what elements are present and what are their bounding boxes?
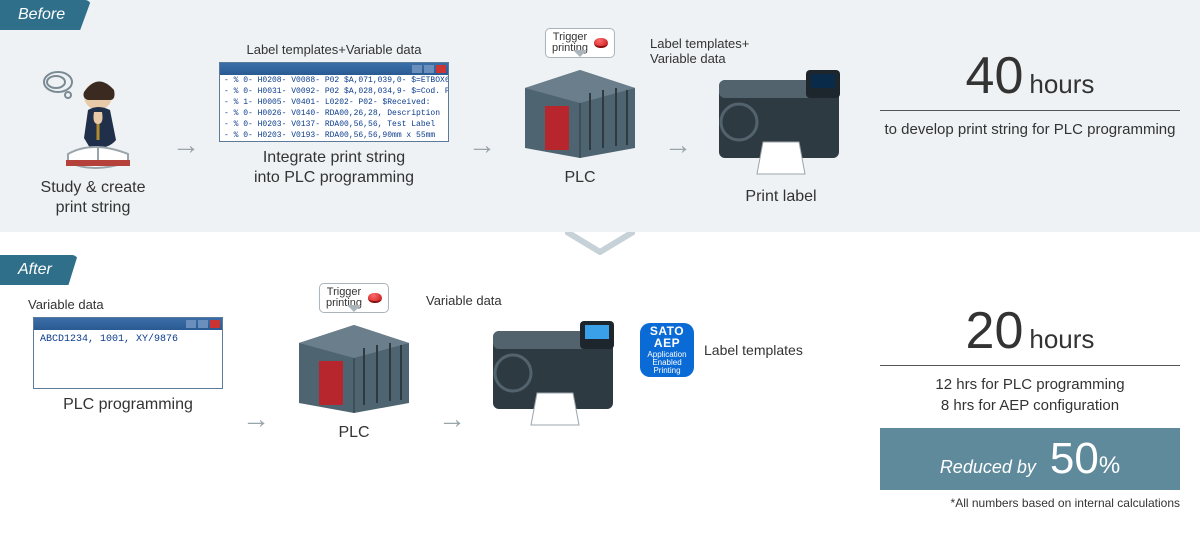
trigger-tag: Trigger printing — [319, 283, 389, 313]
plc-output-label: Label templates+ Variable data — [650, 36, 770, 66]
after-detail-1: 12 hrs for PLC programming — [880, 374, 1180, 395]
plc-caption: PLC — [338, 423, 369, 443]
red-button-icon — [594, 38, 608, 48]
step-plc-after: Trigger printing PLC — [284, 297, 424, 443]
before-summary: 40hours to develop print string for PLC … — [880, 42, 1180, 140]
before-flow: Study & create print string → Label temp… — [28, 42, 1180, 218]
window-titlebar — [34, 318, 222, 330]
footnote: *All numbers based on internal calculati… — [880, 496, 1180, 510]
before-tab: Before — [0, 0, 91, 30]
code-line: - % 0- H0208- V0088- P02 $A,071,039,0- $… — [220, 75, 448, 86]
arrow-icon: → — [168, 129, 204, 161]
arrow-icon: → — [464, 129, 500, 161]
step-printer-caption: Print label — [745, 187, 816, 207]
trigger-label: Trigger printing — [552, 32, 588, 54]
aep-block: SATO AEP Application Enabled Printing La… — [640, 323, 803, 377]
label-templates-text: Label templates — [704, 342, 803, 358]
thinker-illustration — [38, 62, 148, 172]
step-printer: Print label — [706, 42, 856, 207]
reduced-badge: Reduced by 50% — [880, 428, 1180, 490]
hours-unit: hours — [1029, 324, 1094, 354]
red-button-icon — [368, 293, 382, 303]
aep-badge: SATO AEP Application Enabled Printing — [640, 323, 694, 377]
step-study-caption: Study & create print string — [41, 178, 146, 218]
printer-illustration — [485, 313, 625, 432]
after-panel: After Variable data ABCD1234, 1001, XY/9… — [0, 255, 1200, 524]
aep-line2: AEP — [654, 337, 680, 349]
before-hours: 40hours — [880, 46, 1180, 106]
code-line: - % 0- H0031- V0092- P02 $A,028,034,9- $… — [220, 86, 448, 97]
hours-number: 20 — [966, 302, 1024, 360]
after-summary: 20hours 12 hrs for PLC programming 8 hrs… — [880, 297, 1180, 510]
window-titlebar — [220, 63, 448, 75]
before-hours-desc: to develop print string for PLC programm… — [880, 119, 1180, 140]
plc-cabinet: Trigger printing — [515, 58, 645, 162]
before-panel: Before S — [0, 0, 1200, 232]
hours-unit: hours — [1029, 69, 1094, 99]
aep-line3: Application Enabled Printing — [640, 351, 694, 375]
variable-data-label: Variable data — [28, 297, 104, 313]
after-flow: Variable data ABCD1234, 1001, XY/9876 PL… — [28, 297, 1180, 510]
step-integrate-top: Label templates+Variable data — [246, 42, 421, 58]
hours-number: 40 — [966, 47, 1024, 105]
after-hours: 20hours — [880, 301, 1180, 361]
step-plc-programming: Variable data ABCD1234, 1001, XY/9876 PL… — [28, 297, 228, 415]
trigger-tag: Trigger printing — [545, 28, 615, 58]
code-line: ABCD1234, 1001, XY/9876 — [34, 330, 222, 349]
code-window: - % 0- H0208- V0088- P02 $A,071,039,0- $… — [219, 62, 449, 142]
trigger-label: Trigger printing — [326, 287, 362, 309]
plc-programming-caption: PLC programming — [63, 395, 193, 415]
code-line: - % 0- H0203- V0137- RDA00,56,56, Test L… — [220, 119, 448, 130]
step-study: Study & create print string — [28, 42, 158, 218]
variable-data-label: Variable data — [426, 293, 502, 309]
code-window-small: ABCD1234, 1001, XY/9876 — [33, 317, 223, 389]
arrow-icon: → — [434, 403, 470, 435]
arrow-icon: → — [660, 129, 696, 161]
after-tab: After — [0, 255, 78, 285]
step-integrate: Label templates+Variable data - % 0- H02… — [214, 42, 454, 188]
step-printer-after: Variable data — [480, 297, 630, 432]
plc-cabinet: Trigger printing — [289, 313, 419, 417]
after-detail-2: 8 hrs for AEP configuration — [880, 395, 1180, 416]
arrow-icon: → — [238, 403, 274, 435]
reduced-label: Reduced by — [940, 457, 1036, 478]
printer-illustration — [711, 62, 851, 181]
step-plc-caption: PLC — [564, 168, 595, 188]
code-line: - % 0- H0203- V0193- RDA00,56,56,90mm x … — [220, 130, 448, 141]
reduced-pct: 50% — [1050, 434, 1120, 484]
step-integrate-caption: Integrate print string into PLC programm… — [254, 148, 414, 188]
code-line: - % 0- H0026- V0140- RDA00,26,28, Descri… — [220, 108, 448, 119]
code-line: - % 1- H0005- V0401- L0202- P02- $Receiv… — [220, 97, 448, 108]
step-plc: Trigger printing PLC Label templates+ Va… — [510, 42, 650, 188]
